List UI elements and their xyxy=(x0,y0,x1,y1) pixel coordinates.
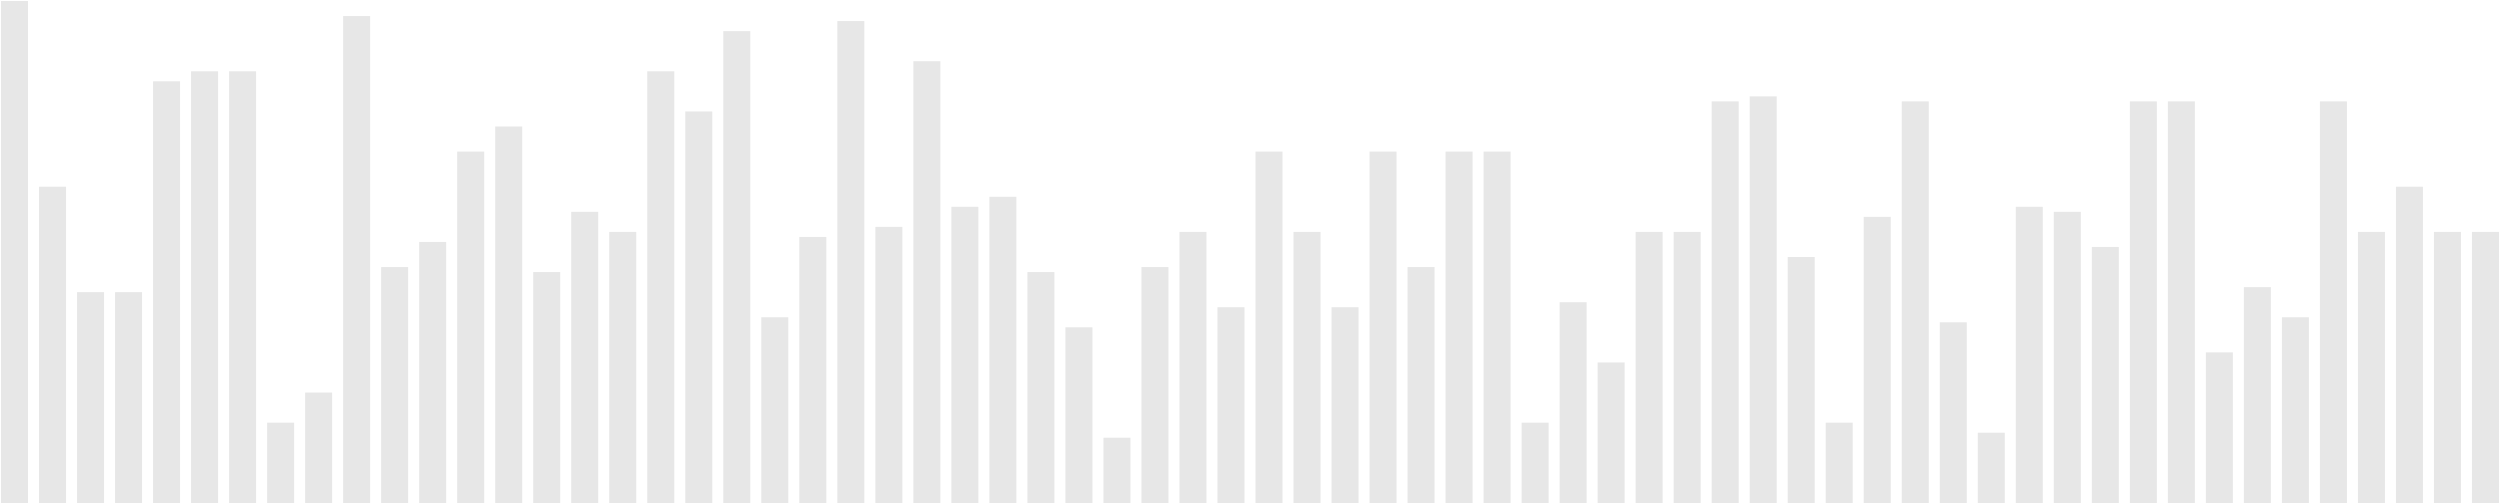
bar-41 xyxy=(1521,422,1549,503)
bar-40 xyxy=(1483,151,1511,503)
bar-60 xyxy=(2243,287,2271,503)
bar-32 xyxy=(1179,231,1207,503)
bar-12 xyxy=(419,241,447,503)
bar-14 xyxy=(495,126,523,503)
bar-38 xyxy=(1407,267,1435,503)
bar-56 xyxy=(2091,246,2119,503)
bar-22 xyxy=(799,236,827,503)
bar-51 xyxy=(1901,101,1929,503)
bar-6 xyxy=(191,71,219,503)
bar-1 xyxy=(1,1,28,503)
bar-54 xyxy=(2015,206,2043,503)
bar-4 xyxy=(115,292,143,503)
bar-48 xyxy=(1787,257,1815,503)
bar-46 xyxy=(1711,101,1739,503)
bar-21 xyxy=(761,317,789,503)
bar-7 xyxy=(229,71,257,503)
bar-65 xyxy=(2433,231,2461,503)
bar-9 xyxy=(305,392,333,503)
bar-64 xyxy=(2395,186,2423,503)
bar-43 xyxy=(1597,362,1625,503)
bar-36 xyxy=(1331,307,1359,503)
bar-19 xyxy=(685,111,713,503)
bar-20 xyxy=(723,31,751,503)
bar-11 xyxy=(381,267,409,503)
bar-18 xyxy=(647,71,675,503)
bar-39 xyxy=(1445,151,1473,503)
bar-5 xyxy=(153,81,181,503)
bar-13 xyxy=(457,151,485,503)
bar-17 xyxy=(609,231,637,503)
bar-29 xyxy=(1065,327,1093,503)
bar-30 xyxy=(1103,437,1131,503)
bar-33 xyxy=(1217,307,1245,503)
bar-49 xyxy=(1825,422,1853,503)
bar-52 xyxy=(1939,322,1967,503)
bar-27 xyxy=(989,196,1017,503)
bar-34 xyxy=(1255,151,1283,503)
bar-10 xyxy=(343,16,371,503)
bar-50 xyxy=(1863,216,1891,503)
bar-31 xyxy=(1141,267,1169,503)
bar-3 xyxy=(77,292,105,503)
bar-45 xyxy=(1673,231,1701,503)
bar-23 xyxy=(837,21,865,503)
bar-24 xyxy=(875,226,903,503)
bar-66 xyxy=(2471,231,2499,503)
bar-16 xyxy=(571,211,599,503)
bar-26 xyxy=(951,206,979,503)
bar-15 xyxy=(533,272,561,503)
bar-37 xyxy=(1369,151,1397,503)
bar-8 xyxy=(267,422,295,503)
bar-61 xyxy=(2281,317,2309,503)
bar-59 xyxy=(2205,352,2233,503)
bar-25 xyxy=(913,61,941,503)
bar-47 xyxy=(1749,96,1777,503)
bar-63 xyxy=(2357,231,2385,503)
bar-62 xyxy=(2319,101,2347,503)
bar-57 xyxy=(2129,101,2157,503)
bar-42 xyxy=(1559,302,1587,503)
bar-2 xyxy=(39,186,67,503)
bar-28 xyxy=(1027,272,1055,503)
bar-53 xyxy=(1977,432,2005,503)
bar-58 xyxy=(2167,101,2195,503)
bar-44 xyxy=(1635,231,1663,503)
bar-35 xyxy=(1293,231,1321,503)
bar-55 xyxy=(2053,211,2081,503)
